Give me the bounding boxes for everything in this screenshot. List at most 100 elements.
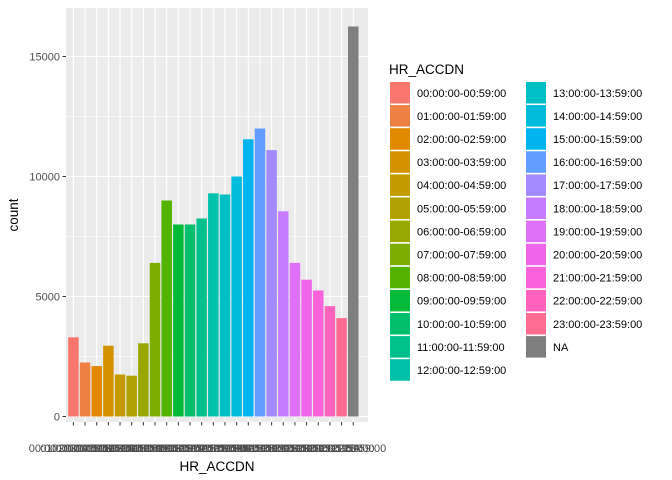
x-tick-label: 15:00:00-15:59:00 [204,443,293,455]
legend-label: NA [553,342,569,354]
x-tick-label: 02:00:00-02:59:00 [52,443,141,455]
x-tick-label: NA [346,443,362,455]
legend-label: 06:00:00-06:59:00 [417,226,506,238]
legend-key [526,220,546,243]
x-axis-title: HR_ACCDN [179,459,254,474]
legend-key [390,336,410,358]
legend-label: 13:00:00-13:59:00 [553,88,642,100]
legend-label: 01:00:00-01:59:00 [417,111,506,123]
bar [301,279,312,417]
legend-key [526,105,546,127]
x-tick-label: 14:00:00-14:59:00 [192,443,281,455]
x-tick-label: 04:00:00-04:59:00 [75,443,164,455]
x-tick-label: 19:00:00-19:59:00 [250,443,339,455]
bar [149,262,161,417]
legend-key [526,289,546,312]
legend-key [526,128,546,150]
legend-label: 14:00:00-14:59:00 [553,111,642,123]
x-tick-label: 01:00:00-01:59:00 [40,443,129,455]
bar [231,176,242,417]
legend-key [390,359,410,381]
x-tick-label: 23:00:00-23:59:00 [297,443,386,455]
legend-key [390,151,410,173]
legend-key [390,313,410,335]
y-tick-label: 15000 [29,52,60,64]
legend-key [526,174,546,196]
x-tick-label: 13:00:00-13:59:00 [180,443,269,455]
x-tick-label: 12:00:00-12:59:00 [169,443,258,455]
legend-key [390,174,410,196]
bar [68,337,79,417]
x-tick-label: 10:00:00-10:59:00 [145,443,234,455]
y-axis-title: count [6,198,21,231]
legend-label: 02:00:00-02:59:00 [417,134,506,146]
x-tick-label: 22:00:00-22:59:00 [285,443,374,455]
legend-label: 05:00:00-05:59:00 [417,203,506,215]
legend-key [526,197,546,219]
legend-key [390,220,410,243]
legend-key [390,243,410,266]
bar [254,128,266,417]
bar [289,262,301,417]
bar [161,200,172,417]
bar [184,224,196,417]
y-tick-label: 5000 [36,292,60,304]
legend-key [526,266,546,289]
legend-label: 20:00:00-20:59:00 [553,249,642,261]
x-tick-label: 17:00:00-17:59:00 [227,443,316,455]
x-tick-label: 16:00:00-16:59:00 [215,443,304,455]
x-tick-label: 20:00:00-20:59:00 [262,443,351,455]
bar [79,362,91,417]
bar [103,345,114,417]
x-tick-label: 03:00:00-03:59:00 [64,443,153,455]
x-tick-label: 18:00:00-18:59:00 [239,443,328,455]
legend-label: 03:00:00-03:59:00 [417,157,506,169]
legend-label: 17:00:00-17:59:00 [553,180,642,192]
legend-label: 15:00:00-15:59:00 [553,134,642,146]
x-tick-label: 21:00:00-21:59:00 [274,443,363,455]
bar [324,306,336,417]
bar [219,194,231,417]
legend-label: 10:00:00-10:59:00 [417,319,506,331]
legend-label: 16:00:00-16:59:00 [553,157,642,169]
legend-key [390,128,410,150]
bar [336,318,347,417]
legend-key [390,266,410,289]
legend-label: 09:00:00-09:59:00 [417,296,506,308]
legend-key [526,243,546,266]
bar [243,139,254,417]
legend-key [390,82,410,104]
y-tick-label: 0 [54,412,60,424]
legend-label: 12:00:00-12:59:00 [417,365,506,377]
x-axis: 00:00:00-00:59:0001:00:00-01:59:0002:00:… [29,422,386,455]
y-tick-label: 10000 [29,172,60,184]
legend-label: 18:00:00-18:59:00 [553,203,642,215]
bar [278,211,289,417]
bar [91,366,102,417]
legend-key [390,105,410,127]
bar [114,374,126,417]
legend-key [526,151,546,173]
legend: HR_ACCDN 00:00:00-00:59:00 01:00:00-01:59… [389,62,642,381]
bar [208,193,219,417]
legend-key [526,336,546,358]
x-tick-label: 05:00:00-05:59:00 [87,443,176,455]
bar [347,26,359,417]
x-tick-label: 00:00:00-00:59:00 [29,443,118,455]
y-axis: 0 5000 10000 15000 [29,52,66,424]
legend-key [390,197,410,219]
bar [126,375,137,417]
legend-label: 22:00:00-22:59:00 [553,296,642,308]
bars-group [68,26,359,417]
legend-label: 00:00:00-00:59:00 [417,88,506,100]
x-tick-label: 11:00:00-11:59:00 [158,443,246,455]
legend-label: 23:00:00-23:59:00 [553,319,642,331]
legend-label: 11:00:00-11:59:00 [417,342,505,354]
x-tick-label: 09:00:00-09:59:00 [134,443,223,455]
bar [138,343,149,417]
legend-label: 07:00:00-07:59:00 [417,249,506,261]
bar [196,218,207,417]
legend-label: 21:00:00-21:59:00 [553,273,642,285]
legend-label: 19:00:00-19:59:00 [553,226,642,238]
